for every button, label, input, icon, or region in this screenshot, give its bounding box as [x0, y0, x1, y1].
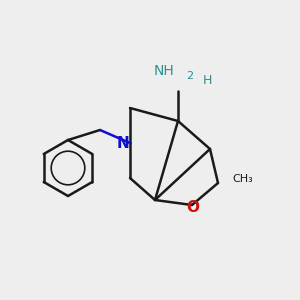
Text: CH₃: CH₃ — [232, 174, 253, 184]
Text: H: H — [202, 74, 212, 88]
Text: NH: NH — [153, 64, 174, 78]
Text: O: O — [187, 200, 200, 214]
Text: N: N — [117, 136, 129, 152]
Text: 2: 2 — [186, 71, 194, 81]
